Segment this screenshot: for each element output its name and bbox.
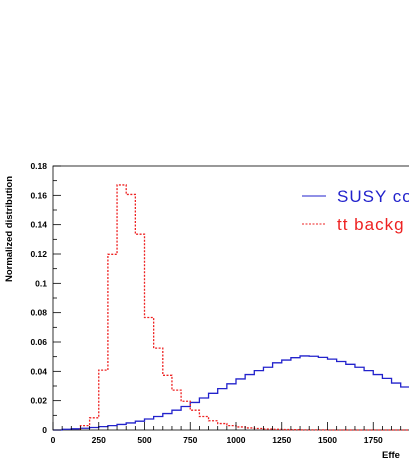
legend-label-0: SUSY co (337, 187, 409, 206)
x-tick-label: 500 (137, 435, 151, 445)
x-tick-label: 0 (51, 435, 56, 445)
series-layer (53, 184, 409, 431)
y-tick-label: 0.14 (30, 220, 47, 230)
series-line-0 (53, 355, 409, 431)
x-tick-label: 1000 (227, 435, 246, 445)
legend: SUSY co tt backg (302, 187, 409, 234)
y-tick-label: 0.12 (30, 249, 47, 259)
x-tick-label: 250 (92, 435, 106, 445)
y-axis-title: Normalized distribution (4, 176, 15, 282)
y-tick-label: 0 (42, 425, 47, 435)
axes-layer: 0 0.02 0.04 0.06 0.08 0.1 0.12 0.14 0.16 0.18 0 250… (30, 161, 402, 445)
y-tick-label: 0.08 (30, 308, 47, 318)
y-tick-label: 0.04 (30, 366, 47, 376)
x-tick-label: 750 (183, 435, 197, 445)
y-tick-label: 0.06 (30, 337, 47, 347)
y-tick-label: 0.16 (30, 190, 47, 200)
x-axis-title: Effe (382, 450, 400, 461)
y-tick-label: 0.18 (30, 161, 47, 171)
x-tick-label: 1500 (318, 435, 337, 445)
series-line-1 (79, 184, 409, 431)
y-tick-label: 0.02 (30, 396, 47, 406)
legend-label-1: tt backg (337, 215, 405, 234)
y-tick-label: 0.1 (35, 278, 47, 288)
x-tick-label: 1750 (364, 435, 383, 445)
x-tick-label: 1250 (272, 435, 291, 445)
